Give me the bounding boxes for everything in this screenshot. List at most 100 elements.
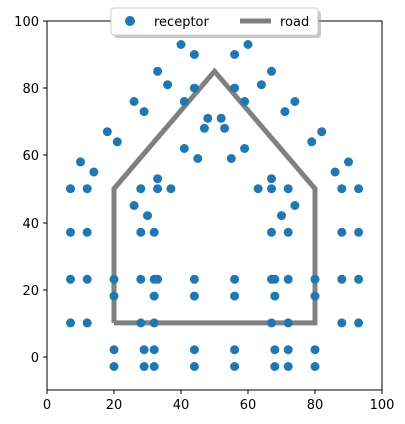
receptor-point (153, 174, 163, 184)
receptor-point (216, 113, 226, 123)
receptor-point (310, 345, 320, 355)
receptor-point (139, 107, 149, 117)
receptor-point (267, 318, 276, 328)
receptor-point (66, 318, 75, 328)
receptor-point (270, 345, 280, 355)
receptor-point (189, 274, 199, 284)
receptor-point (310, 291, 320, 301)
receptor-point (317, 127, 327, 137)
receptor-point (199, 123, 209, 133)
receptor-point (82, 274, 92, 284)
receptor-point (153, 274, 163, 284)
receptor-point (136, 318, 146, 328)
receptor-point (82, 318, 92, 328)
y-axis: 0 20 40 60 80 100 (14, 15, 47, 366)
x-tick-label: 40 (173, 398, 190, 413)
receptor-point (240, 144, 250, 153)
receptor-point (112, 137, 122, 147)
receptor-point (153, 66, 163, 76)
receptor-point (337, 318, 347, 328)
receptor-point (230, 345, 240, 355)
receptor-point (76, 157, 85, 167)
x-tick-label: 60 (240, 398, 257, 413)
receptor-point (270, 362, 280, 371)
receptor-point (66, 227, 75, 237)
receptor-point (330, 167, 340, 177)
receptor-point (149, 318, 159, 328)
receptor-point (337, 274, 347, 284)
receptor-point (310, 362, 320, 371)
receptor-point (307, 137, 317, 147)
receptor-point (290, 97, 300, 106)
receptor-point (189, 291, 199, 301)
receptor-point (109, 291, 119, 301)
receptor-point (136, 184, 146, 194)
x-tick-label: 100 (370, 398, 395, 413)
receptor-point (240, 97, 250, 106)
legend-receptor-marker (125, 16, 135, 26)
x-tick-label: 20 (106, 398, 123, 413)
receptor-point (149, 291, 159, 301)
receptor-point (230, 362, 240, 371)
receptor-point (136, 274, 146, 284)
receptor-point (82, 227, 92, 237)
road-layer (111, 67, 318, 326)
receptor-point (290, 201, 300, 210)
receptor-point (189, 345, 199, 355)
y-tick-label: 40 (22, 217, 39, 232)
receptor-point (129, 201, 139, 210)
receptor-point (149, 362, 159, 371)
y-tick-label: 100 (14, 15, 39, 30)
receptor-point (280, 107, 290, 117)
receptor-points (66, 40, 364, 371)
receptor-point (66, 184, 75, 194)
receptor-point (344, 157, 353, 167)
y-tick-label: 0 (31, 351, 39, 366)
receptor-point (267, 184, 276, 194)
receptor-point (203, 113, 213, 123)
x-tick-label: 80 (307, 398, 324, 413)
receptor-point (267, 66, 276, 76)
receptor-point (220, 123, 230, 133)
receptor-point (166, 184, 176, 194)
receptor-point (102, 127, 112, 137)
receptor-point (354, 184, 364, 194)
x-axis: 0 20 40 60 80 100 (43, 390, 395, 413)
receptor-point (283, 345, 293, 355)
receptor-point (189, 50, 199, 59)
receptor-point (66, 274, 75, 284)
receptor-point (337, 184, 347, 194)
receptor-point (230, 83, 240, 93)
y-tick-label: 60 (22, 149, 39, 164)
receptor-point (354, 227, 364, 237)
receptor-point (143, 211, 152, 221)
receptor-point (136, 227, 146, 237)
receptor-point (129, 97, 139, 106)
receptor-point (230, 291, 240, 301)
receptor-point (243, 40, 253, 49)
receptor-point (230, 50, 240, 59)
receptor-point (109, 345, 119, 355)
receptor-point (149, 227, 159, 237)
road-line (111, 67, 318, 326)
receptor-point (193, 154, 203, 163)
receptor-point (283, 227, 293, 237)
x-tick-label: 0 (43, 398, 51, 413)
plot-frame (46, 20, 383, 391)
receptor-point (270, 274, 280, 284)
receptor-point (267, 227, 276, 237)
receptor-point (153, 184, 163, 194)
receptor-point (149, 345, 159, 355)
legend: receptor road (110, 7, 321, 38)
receptor-point (189, 83, 199, 93)
receptor-point (109, 274, 119, 284)
receptor-point (354, 274, 364, 284)
y-tick-label: 80 (22, 82, 39, 97)
receptor-point (277, 211, 286, 221)
receptor-point (176, 40, 186, 49)
receptor-point (109, 362, 119, 371)
y-tick-label: 20 (22, 284, 39, 299)
receptor-point (283, 184, 293, 194)
receptor-point (179, 97, 189, 106)
